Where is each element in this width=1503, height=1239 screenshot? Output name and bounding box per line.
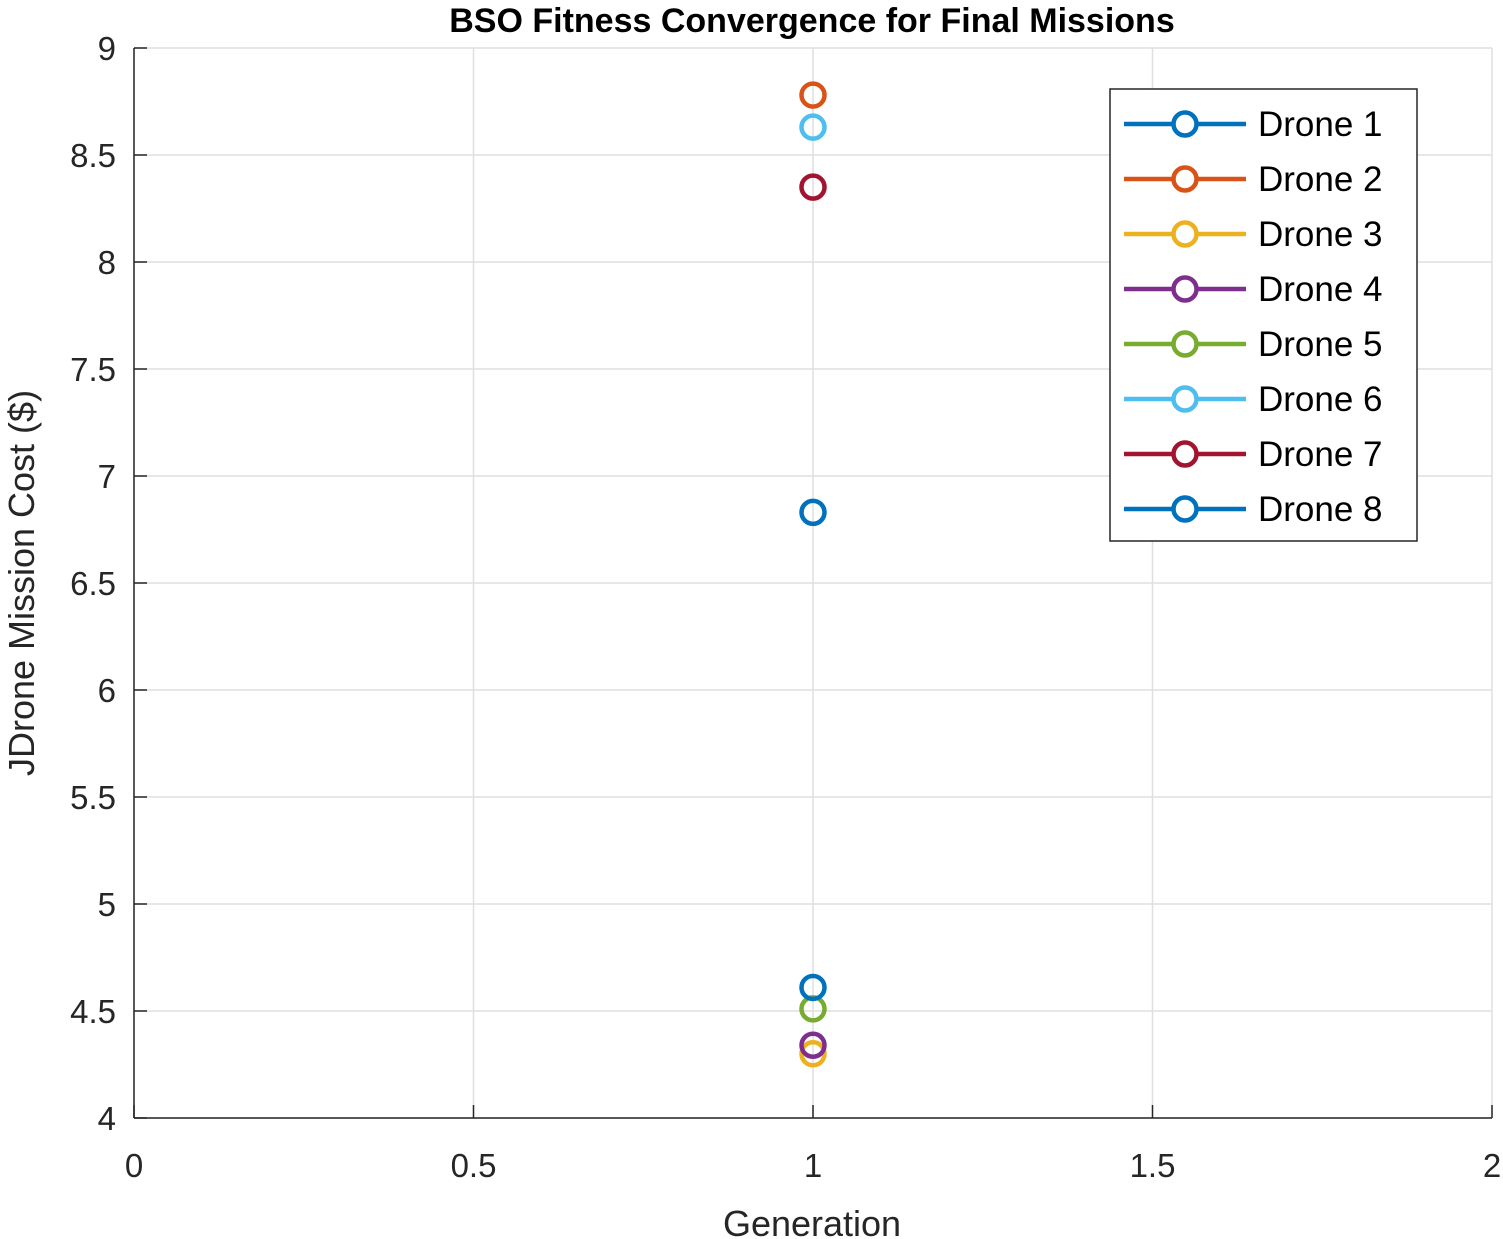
y-tick-label: 6.5 (70, 565, 116, 602)
data-point-drone-2 (799, 81, 827, 109)
legend-marker-drone-1 (1171, 110, 1199, 138)
chart-title: BSO Fitness Convergence for Final Missio… (449, 2, 1175, 40)
legend-label-drone-2: Drone 2 (1258, 160, 1383, 199)
legend-marker-drone-4 (1171, 275, 1199, 303)
data-point-drone-3 (799, 1040, 827, 1068)
y-tick-label: 4.5 (70, 993, 116, 1030)
legend-marker-drone-7 (1171, 440, 1199, 468)
y-tick-label: 4 (98, 1100, 116, 1137)
tick-marks: 0 0.5 1 1.5 2 4 4.5 5 5.5 6 6.5 7 7.5 8 8.5 9 (70, 30, 1501, 1184)
legend-label-drone-7: Drone 7 (1258, 435, 1383, 474)
data-point-drone-1 (799, 498, 827, 527)
x-tick-label: 1 (804, 1147, 822, 1184)
x-tick-label: 0.5 (451, 1147, 497, 1184)
legend-label-drone-5: Drone 5 (1258, 325, 1383, 364)
x-tick-label: 1.5 (1130, 1147, 1176, 1184)
legend-label-drone-8: Drone 8 (1258, 490, 1383, 529)
y-tick-label: 8 (98, 244, 116, 281)
y-tick-label: 7 (98, 458, 116, 495)
data-point-drone-4 (799, 1031, 827, 1059)
y-tick-label: 8.5 (70, 137, 116, 174)
y-tick-label: 5.5 (70, 779, 116, 816)
legend-label-drone-4: Drone 4 (1258, 270, 1383, 309)
legend-box (1109, 88, 1418, 542)
legend: Drone 1 Drone 2 Drone 3 Drone 4 Drone 5 Drone… (1109, 88, 1418, 542)
y-tick-label: 5 (98, 886, 116, 923)
plot-area (799, 81, 827, 1068)
x-tick-label: 0 (125, 1147, 143, 1184)
legend-marker-drone-2 (1171, 165, 1199, 193)
y-tick-label: 9 (98, 30, 116, 67)
data-point-drone-6 (799, 113, 827, 141)
y-axis-title: JDrone Mission Cost ($) (1, 390, 42, 776)
legend-marker-drone-6 (1171, 385, 1199, 413)
legend-marker-drone-5 (1171, 330, 1199, 358)
data-point-drone-7 (799, 173, 827, 201)
legend-marker-drone-3 (1171, 220, 1199, 248)
x-tick-label: 2 (1483, 1147, 1501, 1184)
legend-label-drone-6: Drone 6 (1258, 380, 1383, 419)
y-tick-label: 7.5 (70, 351, 116, 388)
x-axis-title: Generation (723, 1203, 901, 1239)
legend-marker-drone-8 (1171, 495, 1199, 523)
legend-label-drone-3: Drone 3 (1258, 215, 1383, 254)
data-point-drone-8 (799, 973, 827, 1002)
y-tick-label: 6 (98, 672, 116, 709)
legend-label-drone-1: Drone 1 (1258, 105, 1383, 144)
